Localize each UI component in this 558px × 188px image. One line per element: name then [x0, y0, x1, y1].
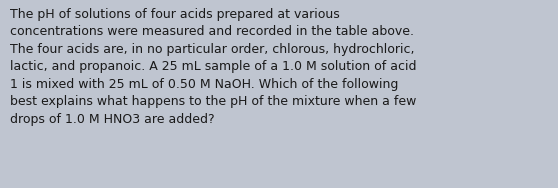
Text: The pH of solutions of four acids prepared at various
concentrations were measur: The pH of solutions of four acids prepar… — [10, 8, 416, 126]
